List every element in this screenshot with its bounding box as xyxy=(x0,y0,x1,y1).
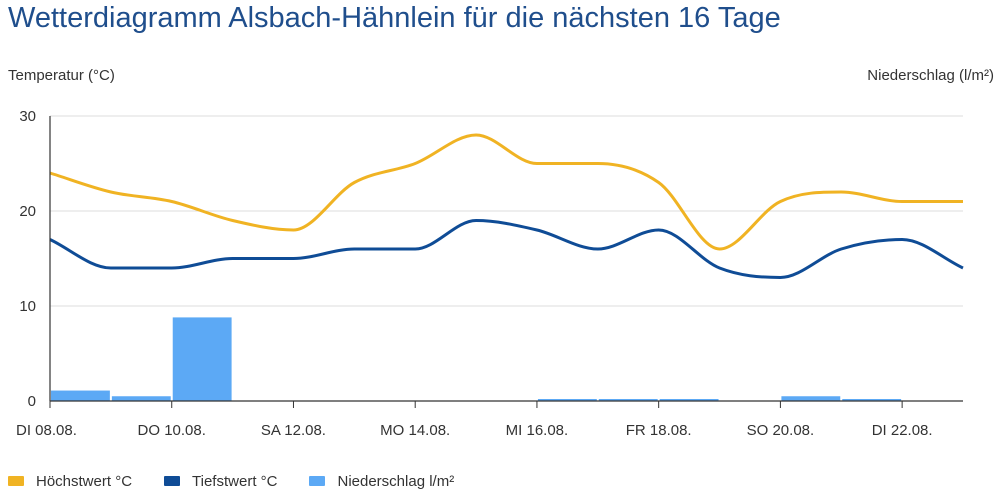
x-tick-label: SA 12.08. xyxy=(261,422,326,439)
legend-item-max-temp[interactable]: Höchstwert °C xyxy=(8,473,132,490)
legend-swatch-min-temp xyxy=(164,476,181,486)
precip-bar xyxy=(659,399,719,401)
legend-swatch-max-temp xyxy=(8,476,24,486)
x-tick-label: DO 10.08. xyxy=(138,422,206,439)
legend-item-precip[interactable]: Niederschlag l/m² xyxy=(309,473,454,490)
min-temp-line xyxy=(49,219,964,279)
legend-label-min-temp: Tiefstwert °C xyxy=(192,472,278,490)
y-axis-title-temperature: Temperatur (°C) xyxy=(8,67,115,84)
precip-bar xyxy=(537,399,597,401)
axes: 0 10 20 30 DI 08.08. DO 10.08. SA 12.08. MO 14.… xyxy=(16,108,963,439)
legend: Höchstwert °C Tiefstwert °C Niederschlag… xyxy=(8,470,486,492)
y-tick-label-10: 10 xyxy=(19,298,36,315)
y-tick-label-20: 20 xyxy=(19,203,36,220)
x-tick-label: DI 22.08. xyxy=(872,422,933,439)
grid-lines xyxy=(50,115,963,307)
chart-title: Wetterdiagramm Alsbach-Hähnlein für die … xyxy=(8,2,781,34)
precip-bar xyxy=(111,396,171,401)
precip-bar xyxy=(842,399,902,401)
x-tick-label: SO 20.08. xyxy=(747,422,815,439)
max-temp-line xyxy=(49,133,963,251)
legend-label-max-temp: Höchstwert °C xyxy=(36,472,133,490)
precip-bar xyxy=(51,390,110,401)
legend-item-min-temp[interactable]: Tiefstwert °C xyxy=(164,473,277,490)
y-axis-title-precipitation: Niederschlag (l/m²) xyxy=(867,67,994,84)
y-tick-label-30: 30 xyxy=(19,108,36,125)
precip-bar xyxy=(598,399,658,401)
y-tick-label-0: 0 xyxy=(28,393,36,410)
temperature-lines xyxy=(49,133,964,279)
x-tick-label: FR 18.08. xyxy=(626,422,692,439)
x-tick-label: MO 14.08. xyxy=(380,422,450,439)
legend-label-precip: Niederschlag l/m² xyxy=(337,472,455,490)
precipitation-bars xyxy=(51,317,902,401)
precip-bar xyxy=(172,317,232,401)
x-tick-label: MI 16.08. xyxy=(506,422,569,439)
legend-swatch-precip xyxy=(309,476,326,486)
x-tick-label: DI 08.08. xyxy=(16,422,77,439)
precip-bar xyxy=(781,396,841,401)
